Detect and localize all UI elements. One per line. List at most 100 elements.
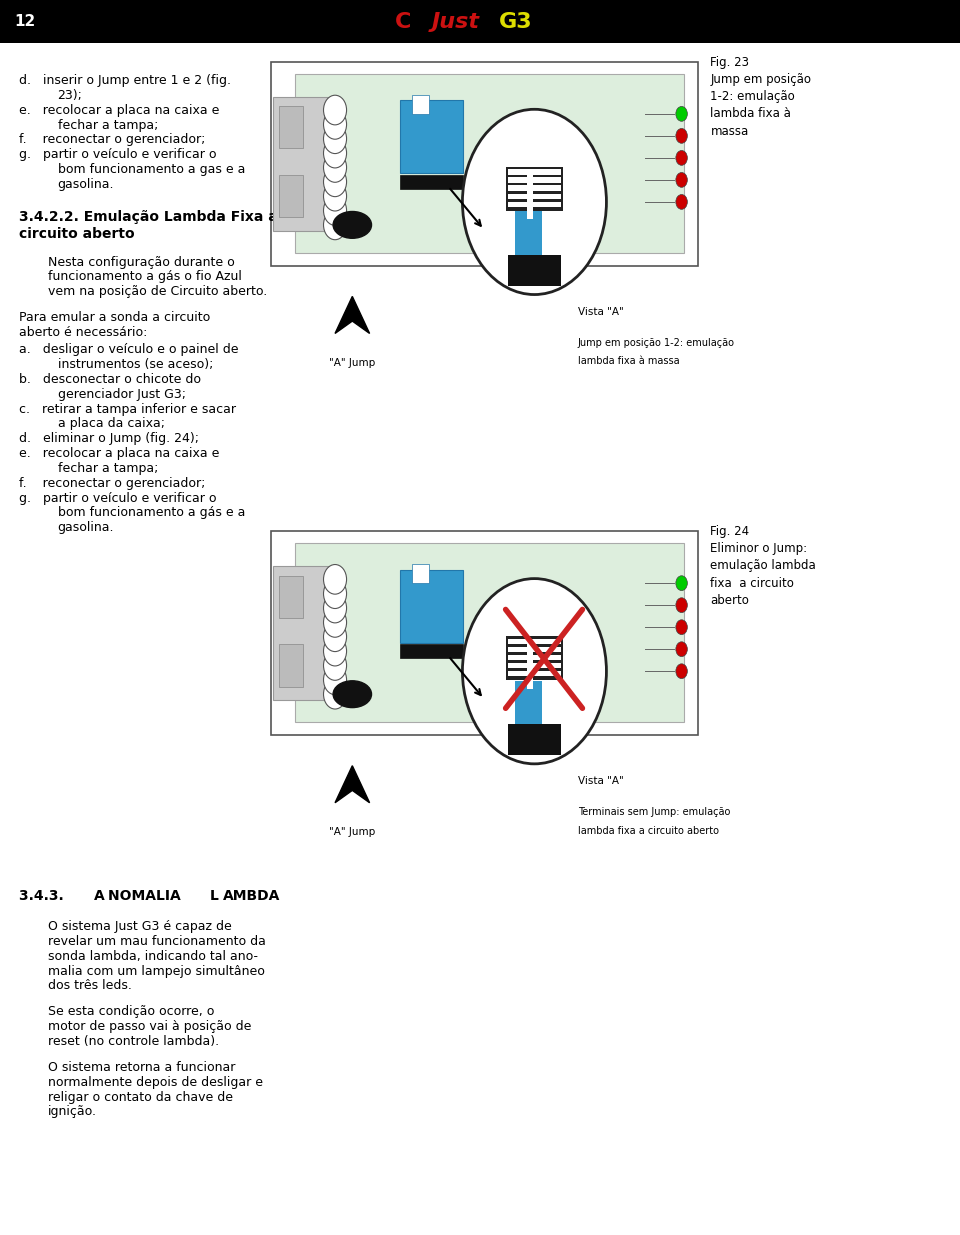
Text: gasolina.: gasolina.	[58, 521, 114, 535]
Text: funcionamento a gás o fio Azul: funcionamento a gás o fio Azul	[48, 270, 242, 284]
Text: Vista "A": Vista "A"	[578, 306, 623, 317]
Text: vem na posição de Circuito aberto.: vem na posição de Circuito aberto.	[48, 285, 267, 299]
Circle shape	[324, 608, 347, 637]
FancyBboxPatch shape	[508, 724, 562, 756]
Text: motor de passo vai à posição de: motor de passo vai à posição de	[48, 1020, 252, 1034]
Polygon shape	[335, 296, 370, 333]
FancyBboxPatch shape	[527, 640, 533, 689]
Circle shape	[324, 651, 347, 680]
Text: b.   desconectar o chicote do: b. desconectar o chicote do	[19, 373, 202, 387]
Text: ignição.: ignição.	[48, 1105, 97, 1119]
Text: 12: 12	[14, 14, 36, 30]
Text: L: L	[209, 889, 218, 903]
Circle shape	[324, 153, 347, 183]
Text: Jump em posição: Jump em posição	[710, 73, 811, 86]
Text: religar o contato da chave de: religar o contato da chave de	[48, 1091, 233, 1104]
FancyBboxPatch shape	[506, 167, 564, 211]
FancyBboxPatch shape	[508, 671, 562, 677]
Text: fechar a tampa;: fechar a tampa;	[58, 119, 158, 132]
Text: Se esta condição ocorre, o: Se esta condição ocorre, o	[48, 1005, 214, 1019]
Text: Nesta configuração durante o: Nesta configuração durante o	[48, 256, 235, 269]
Text: a.   desligar o veículo e o painel de: a. desligar o veículo e o painel de	[19, 343, 239, 357]
Text: Jump em posição 1-2: emulação: Jump em posição 1-2: emulação	[578, 337, 734, 348]
Text: revelar um mau funcionamento da: revelar um mau funcionamento da	[48, 935, 266, 948]
Text: 1-2: emulação: 1-2: emulação	[710, 90, 795, 104]
Text: O sistema Just G3 é capaz de: O sistema Just G3 é capaz de	[48, 920, 231, 934]
Text: dos três leds.: dos três leds.	[48, 979, 132, 993]
Text: reset (no controle lambda).: reset (no controle lambda).	[48, 1035, 219, 1049]
Circle shape	[676, 151, 687, 165]
Text: g.   partir o veículo e verificar o: g. partir o veículo e verificar o	[19, 148, 217, 162]
Text: Vista "A": Vista "A"	[578, 777, 623, 787]
Circle shape	[324, 636, 347, 666]
FancyBboxPatch shape	[508, 185, 562, 191]
FancyBboxPatch shape	[508, 178, 562, 183]
FancyBboxPatch shape	[412, 95, 429, 114]
FancyBboxPatch shape	[400, 569, 463, 642]
Text: Fig. 24: Fig. 24	[710, 525, 750, 538]
FancyBboxPatch shape	[273, 96, 335, 231]
Circle shape	[324, 564, 347, 594]
FancyBboxPatch shape	[279, 106, 303, 148]
FancyBboxPatch shape	[508, 663, 562, 668]
Text: malia com um lampejo simultâneo: malia com um lampejo simultâneo	[48, 965, 265, 978]
FancyBboxPatch shape	[508, 201, 562, 207]
FancyBboxPatch shape	[508, 256, 562, 287]
Text: 23);: 23);	[58, 89, 83, 103]
Text: aberto é necessário:: aberto é necessário:	[19, 326, 148, 340]
Circle shape	[676, 664, 687, 679]
Text: massa: massa	[710, 125, 749, 138]
FancyBboxPatch shape	[508, 638, 562, 645]
Circle shape	[324, 622, 347, 652]
Text: d.   eliminar o Jump (fig. 24);: d. eliminar o Jump (fig. 24);	[19, 432, 200, 446]
Circle shape	[676, 598, 687, 613]
Text: f.    reconectar o gerenciador;: f. reconectar o gerenciador;	[19, 133, 205, 147]
FancyBboxPatch shape	[279, 175, 303, 217]
Circle shape	[324, 138, 347, 168]
Text: aberto: aberto	[710, 594, 749, 608]
Circle shape	[676, 106, 687, 121]
FancyBboxPatch shape	[400, 175, 463, 189]
FancyBboxPatch shape	[271, 531, 698, 735]
Circle shape	[676, 173, 687, 188]
Text: "A" Jump: "A" Jump	[329, 827, 375, 837]
Text: normalmente depois de desligar e: normalmente depois de desligar e	[48, 1076, 263, 1089]
Circle shape	[676, 128, 687, 143]
Text: Just: Just	[432, 11, 480, 32]
FancyBboxPatch shape	[508, 169, 562, 175]
FancyBboxPatch shape	[279, 576, 303, 618]
Text: bom funcionamento a gás e a: bom funcionamento a gás e a	[58, 506, 245, 520]
Text: e.   recolocar a placa na caixa e: e. recolocar a placa na caixa e	[19, 104, 220, 117]
Polygon shape	[335, 766, 370, 803]
Circle shape	[324, 195, 347, 225]
Circle shape	[324, 664, 347, 694]
Circle shape	[324, 579, 347, 609]
Text: gerenciador Just G3;: gerenciador Just G3;	[58, 388, 185, 401]
Text: Eliminor o Jump:: Eliminor o Jump:	[710, 542, 807, 556]
FancyBboxPatch shape	[400, 645, 463, 658]
Circle shape	[676, 620, 687, 635]
FancyBboxPatch shape	[279, 645, 303, 687]
Text: lambda fixa à: lambda fixa à	[710, 107, 791, 121]
Text: C: C	[395, 11, 412, 32]
Circle shape	[324, 110, 347, 140]
Text: Terminais sem Jump: emulação: Terminais sem Jump: emulação	[578, 808, 730, 818]
FancyBboxPatch shape	[508, 194, 562, 199]
Text: 3.4.2.2. Emulação Lambda Fixa a: 3.4.2.2. Emulação Lambda Fixa a	[19, 210, 278, 224]
Text: NOMALIA: NOMALIA	[108, 889, 186, 903]
Text: lambda fixa à massa: lambda fixa à massa	[578, 357, 680, 367]
Circle shape	[324, 167, 347, 196]
FancyBboxPatch shape	[508, 647, 562, 652]
Circle shape	[463, 109, 607, 294]
Text: bom funcionamento a gas e a: bom funcionamento a gas e a	[58, 163, 245, 177]
Text: g.   partir o veículo e verificar o: g. partir o veículo e verificar o	[19, 492, 217, 505]
Text: fechar a tampa;: fechar a tampa;	[58, 462, 158, 475]
FancyBboxPatch shape	[295, 543, 684, 722]
Text: Para emular a sonda a circuito: Para emular a sonda a circuito	[19, 311, 210, 325]
Ellipse shape	[333, 211, 372, 238]
Circle shape	[676, 642, 687, 657]
Circle shape	[324, 182, 347, 211]
Circle shape	[324, 124, 347, 153]
Ellipse shape	[333, 680, 372, 708]
Text: a placa da caixa;: a placa da caixa;	[58, 417, 164, 431]
